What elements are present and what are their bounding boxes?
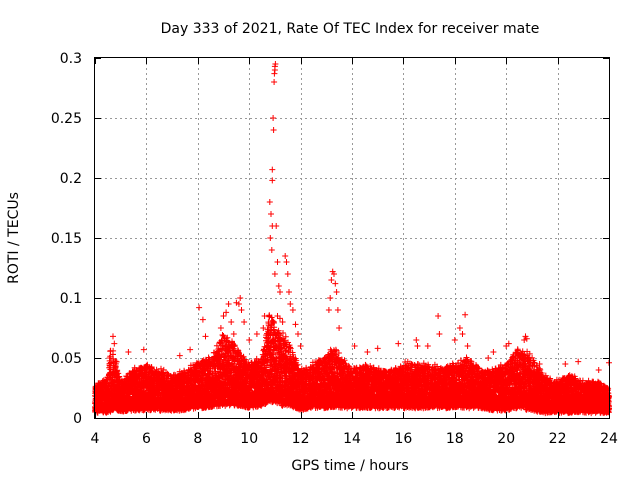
grid-lines (95, 58, 609, 418)
data-point (113, 358, 120, 365)
data-points (92, 61, 612, 417)
data-point (110, 347, 117, 354)
data-point (114, 367, 121, 374)
data-point (115, 370, 122, 377)
chart-title: Day 333 of 2021, Rate Of TEC Index for r… (161, 21, 540, 37)
